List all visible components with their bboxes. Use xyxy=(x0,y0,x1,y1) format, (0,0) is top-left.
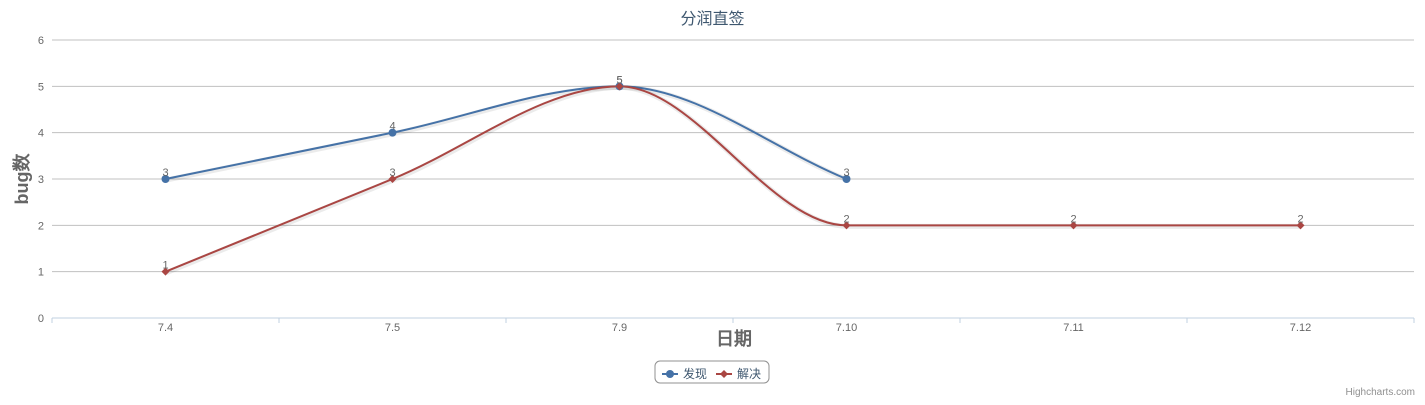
legend: 发现 解决 xyxy=(654,360,770,384)
x-tick-label: 7.9 xyxy=(612,322,627,334)
series-2-shadow xyxy=(165,84,1302,275)
legend-box xyxy=(654,360,770,384)
data-point[interactable] xyxy=(161,175,170,183)
data-point[interactable] xyxy=(615,82,624,91)
data-point[interactable] xyxy=(842,221,851,230)
data-label: 4 xyxy=(389,121,395,133)
data-label: 2 xyxy=(1297,213,1303,225)
data-point[interactable] xyxy=(1296,221,1305,230)
series-lines xyxy=(165,84,1302,275)
y-tick-label: 1 xyxy=(38,267,44,279)
data-label: 2 xyxy=(843,213,849,225)
legend-label-series-1: 发现 xyxy=(683,366,707,381)
series-1-line xyxy=(165,85,847,180)
legend-label-series-2: 解决 xyxy=(737,367,761,381)
data-label: 3 xyxy=(389,167,395,179)
series-2-line xyxy=(165,85,1301,273)
data-point[interactable] xyxy=(1069,221,1078,230)
y-tick-label: 4 xyxy=(38,128,44,140)
x-tick-label: 7.10 xyxy=(836,322,857,334)
series-markers xyxy=(161,82,1305,276)
x-tick-label: 7.12 xyxy=(1290,322,1311,334)
y-axis-ticks: 0 1 2 3 4 5 6 xyxy=(38,35,44,325)
y-tick-label: 0 xyxy=(38,313,44,325)
y-tick-label: 3 xyxy=(38,174,44,186)
legend-item-series-1[interactable]: 发现 xyxy=(662,366,707,381)
diamond-marker-icon xyxy=(720,370,728,378)
circle-marker-icon xyxy=(666,370,674,378)
credits-link[interactable]: Highcharts.com xyxy=(1346,387,1415,398)
x-tick-label: 7.5 xyxy=(385,322,400,334)
x-axis-title: 日期 xyxy=(716,329,752,349)
x-tick-label: 7.4 xyxy=(158,322,173,334)
x-axis: 7.4 7.5 7.9 7.10 7.11 7.12 xyxy=(51,317,1415,334)
x-tick-label: 7.11 xyxy=(1063,322,1084,334)
data-point[interactable] xyxy=(842,175,851,183)
chart-title: 分润直签 xyxy=(680,10,744,28)
y-tick-label: 5 xyxy=(38,81,44,93)
data-point[interactable] xyxy=(161,267,170,276)
y-tick-label: 2 xyxy=(38,220,44,232)
data-label: 3 xyxy=(162,167,168,179)
data-label: 1 xyxy=(162,260,168,272)
data-label: 5 xyxy=(616,74,622,86)
data-label: 5 xyxy=(616,74,622,86)
y-axis-title: bug数 xyxy=(11,153,32,205)
data-point[interactable] xyxy=(388,128,397,137)
data-point[interactable] xyxy=(388,175,397,183)
data-label: 3 xyxy=(843,167,849,179)
legend-item-series-2[interactable]: 解决 xyxy=(716,367,761,381)
data-label: 2 xyxy=(1070,213,1076,225)
y-tick-label: 6 xyxy=(38,35,44,47)
